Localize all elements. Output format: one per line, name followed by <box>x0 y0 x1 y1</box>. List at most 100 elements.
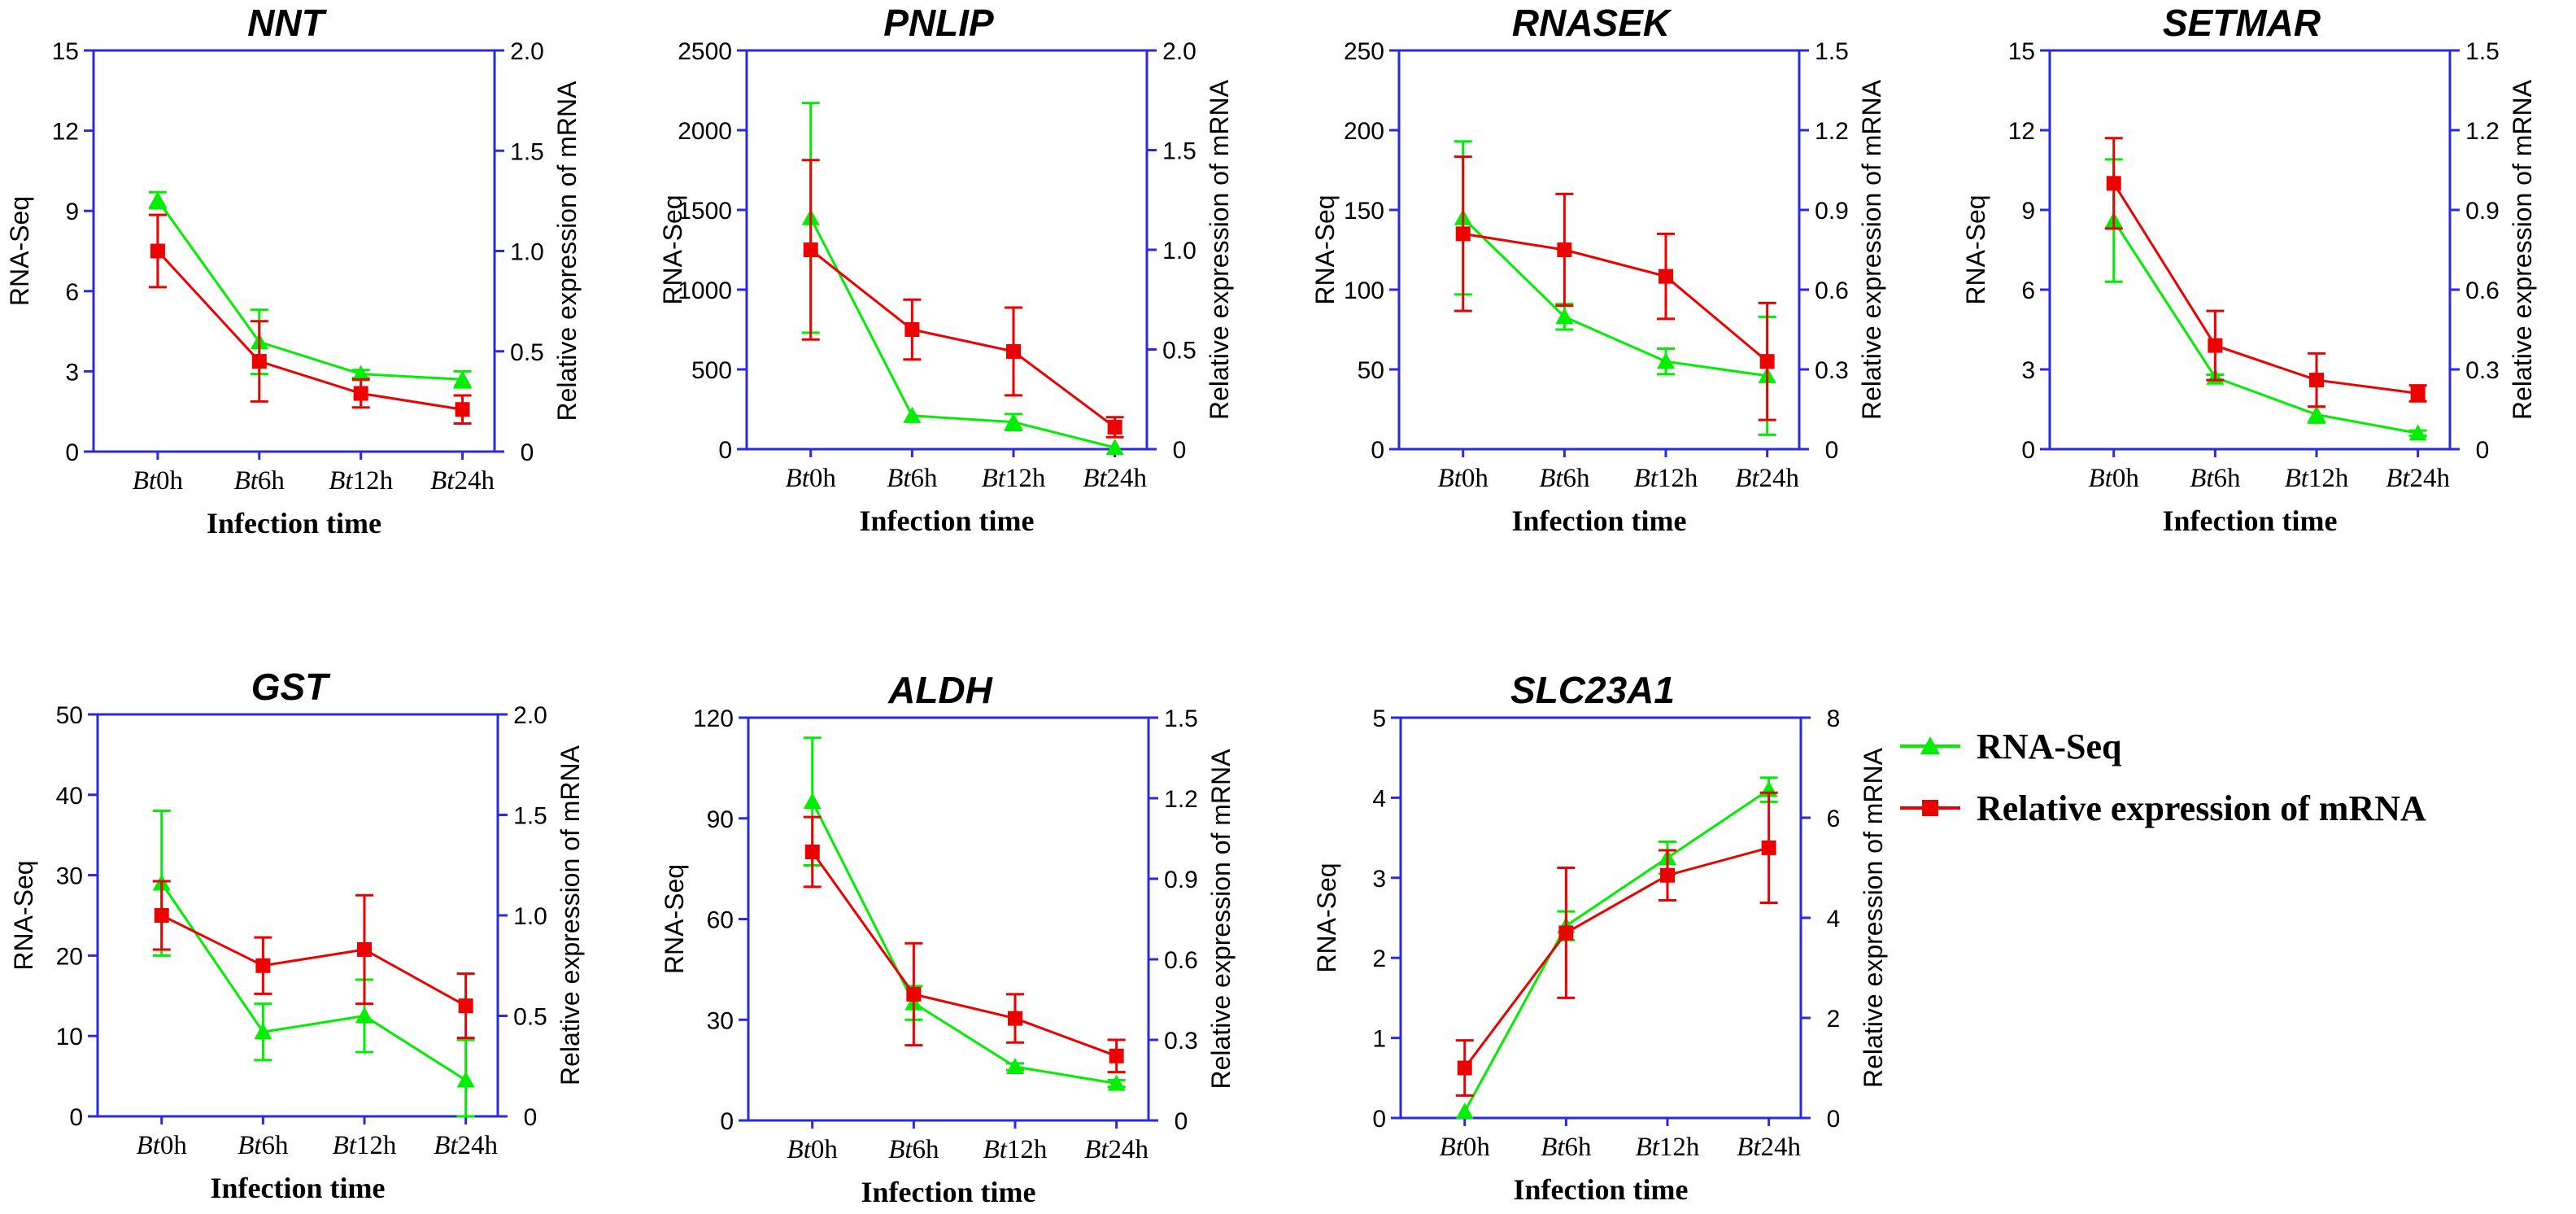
y-tick-label: 0 <box>69 1104 83 1131</box>
y2-axis-label: Relative expression of mRNA <box>1205 79 1234 420</box>
x-tick-label: Bt0h <box>787 1135 839 1164</box>
chart-title: SLC23A1 <box>1510 669 1675 711</box>
series-mrna <box>152 880 475 1040</box>
y2-tick-label: 1.0 <box>510 239 544 266</box>
y2-tick-label: 1.0 <box>1162 238 1196 264</box>
data-point-triangle <box>1005 413 1022 430</box>
x-tick-label: Bt12h <box>1634 464 1698 493</box>
y-tick-label: 60 <box>707 907 734 934</box>
y2-tick-label: 1.0 <box>513 903 547 930</box>
data-point-triangle <box>1105 439 1124 456</box>
y-tick-label: 120 <box>693 705 734 732</box>
series-mrna <box>1455 791 1778 1097</box>
x-tick-label: Bt24h <box>430 466 495 496</box>
x-tick-label: Bt12h <box>2285 464 2349 493</box>
data-point-square <box>2309 373 2324 388</box>
x-tick-label: Bt0h <box>2089 464 2140 493</box>
y2-tick-label: 0.9 <box>1164 867 1198 893</box>
y-tick-label: 0 <box>2021 437 2035 464</box>
y-tick-label: 200 <box>1344 118 1384 145</box>
y2-tick-label: 0 <box>1827 1106 1841 1133</box>
y2-tick-label: 0.3 <box>2465 357 2500 384</box>
x-tick-label: Bt24h <box>1084 1135 1149 1164</box>
y2-tick-label: 1.2 <box>2465 118 2500 145</box>
y-tick-label: 30 <box>56 863 83 890</box>
series-line <box>811 851 1118 1058</box>
y2-tick-label: 0.9 <box>1815 198 1849 225</box>
chart-title: GST <box>251 666 331 708</box>
data-point-square <box>1109 1048 1124 1063</box>
y-tick-label: 100 <box>1344 277 1384 304</box>
y2-tick-label: 1.5 <box>1162 138 1196 165</box>
y2-tick-label: 2.0 <box>510 38 544 65</box>
y2-tick-label: 6 <box>1827 806 1841 832</box>
y2-tick-label: 1.2 <box>1815 118 1849 145</box>
series-line <box>1462 216 1767 378</box>
chart-title: PNLIP <box>883 2 994 44</box>
x-axis-label: Infection time <box>2163 504 2338 537</box>
y-tick-label: 150 <box>1344 198 1384 225</box>
data-point-square <box>1008 1011 1022 1026</box>
y2-tick-label: 1.5 <box>2465 38 2500 65</box>
x-tick-label: Bt0h <box>137 1131 188 1160</box>
data-point-square <box>1660 867 1675 883</box>
y-tick-label: 30 <box>707 1007 734 1034</box>
y-tick-label: 250 <box>1344 38 1384 65</box>
series-rna-seq <box>152 810 475 1118</box>
chart-pnlip: PNLIP 0 500 1000 1500 2000 2500 0 0.5 1.0 1.5 2.0 RN… <box>658 2 1234 537</box>
y-tick-label: 15 <box>52 38 79 65</box>
x-tick-label: Bt0h <box>1438 464 1489 493</box>
y-tick-label: 9 <box>65 199 79 225</box>
data-point-square <box>804 845 820 859</box>
series-rna-seq <box>2104 158 2427 441</box>
series-line <box>161 914 467 1007</box>
y2-tick-label: 8 <box>1827 705 1841 732</box>
data-point-triangle <box>254 1023 272 1040</box>
y-tick-label: 40 <box>56 783 83 810</box>
x-tick-label: Bt0h <box>1440 1133 1491 1162</box>
data-point-triangle <box>903 406 922 423</box>
y2-tick-label: 2.0 <box>1162 38 1196 65</box>
data-point-triangle <box>1657 352 1675 369</box>
data-point-triangle <box>1107 1074 1126 1091</box>
y2-axis-label: Relative expression of mRNA <box>1857 79 1886 420</box>
data-point-square <box>2208 338 2223 353</box>
y-tick-label: 1000 <box>678 277 732 304</box>
data-point-square <box>1107 420 1122 435</box>
y2-axis-label: Relative expression of mRNA <box>1859 747 1888 1088</box>
series-mrna <box>801 159 1124 439</box>
series-line <box>156 250 463 411</box>
series-line <box>156 199 463 381</box>
x-tick-label: Bt6h <box>2190 464 2241 493</box>
series-rna-seq <box>1455 776 1778 1120</box>
y-tick-label: 500 <box>691 357 732 384</box>
y2-tick-label: 0.5 <box>510 339 544 366</box>
y2-axis-label: Relative expression of mRNA <box>552 81 582 421</box>
x-tick-label: Bt24h <box>1083 464 1147 493</box>
y-tick-label: 50 <box>1358 357 1384 384</box>
data-point-square <box>2106 176 2121 191</box>
y-tick-label: 5 <box>1372 705 1386 732</box>
x-tick-label: Bt24h <box>1735 464 1799 493</box>
y2-tick-label: 0 <box>2476 437 2490 464</box>
y-axis-label: RNA-Seq <box>1310 194 1340 304</box>
series-line <box>2112 220 2418 435</box>
data-point-square <box>150 243 165 259</box>
y-tick-label: 15 <box>2008 38 2035 65</box>
y2-tick-label: 0 <box>1175 1108 1188 1135</box>
y2-tick-label: 1.5 <box>510 138 544 165</box>
y-tick-label: 0 <box>718 437 732 464</box>
y-tick-label: 6 <box>2021 277 2035 304</box>
y-tick-label: 1 <box>1372 1026 1386 1053</box>
series-line <box>1462 232 1768 363</box>
x-tick-label: Bt12h <box>329 466 393 496</box>
y-tick-label: 50 <box>56 702 83 729</box>
data-point-square <box>1761 840 1776 855</box>
y2-tick-label: 0.9 <box>2465 198 2500 225</box>
chart-title: RNASEK <box>1512 2 1672 44</box>
x-tick-label: Bt0h <box>133 466 184 496</box>
data-point-triangle <box>2408 424 2427 441</box>
x-axis-label: Infection time <box>1514 1173 1689 1206</box>
data-point-square <box>357 941 372 957</box>
y2-tick-label: 0 <box>1825 437 1839 464</box>
